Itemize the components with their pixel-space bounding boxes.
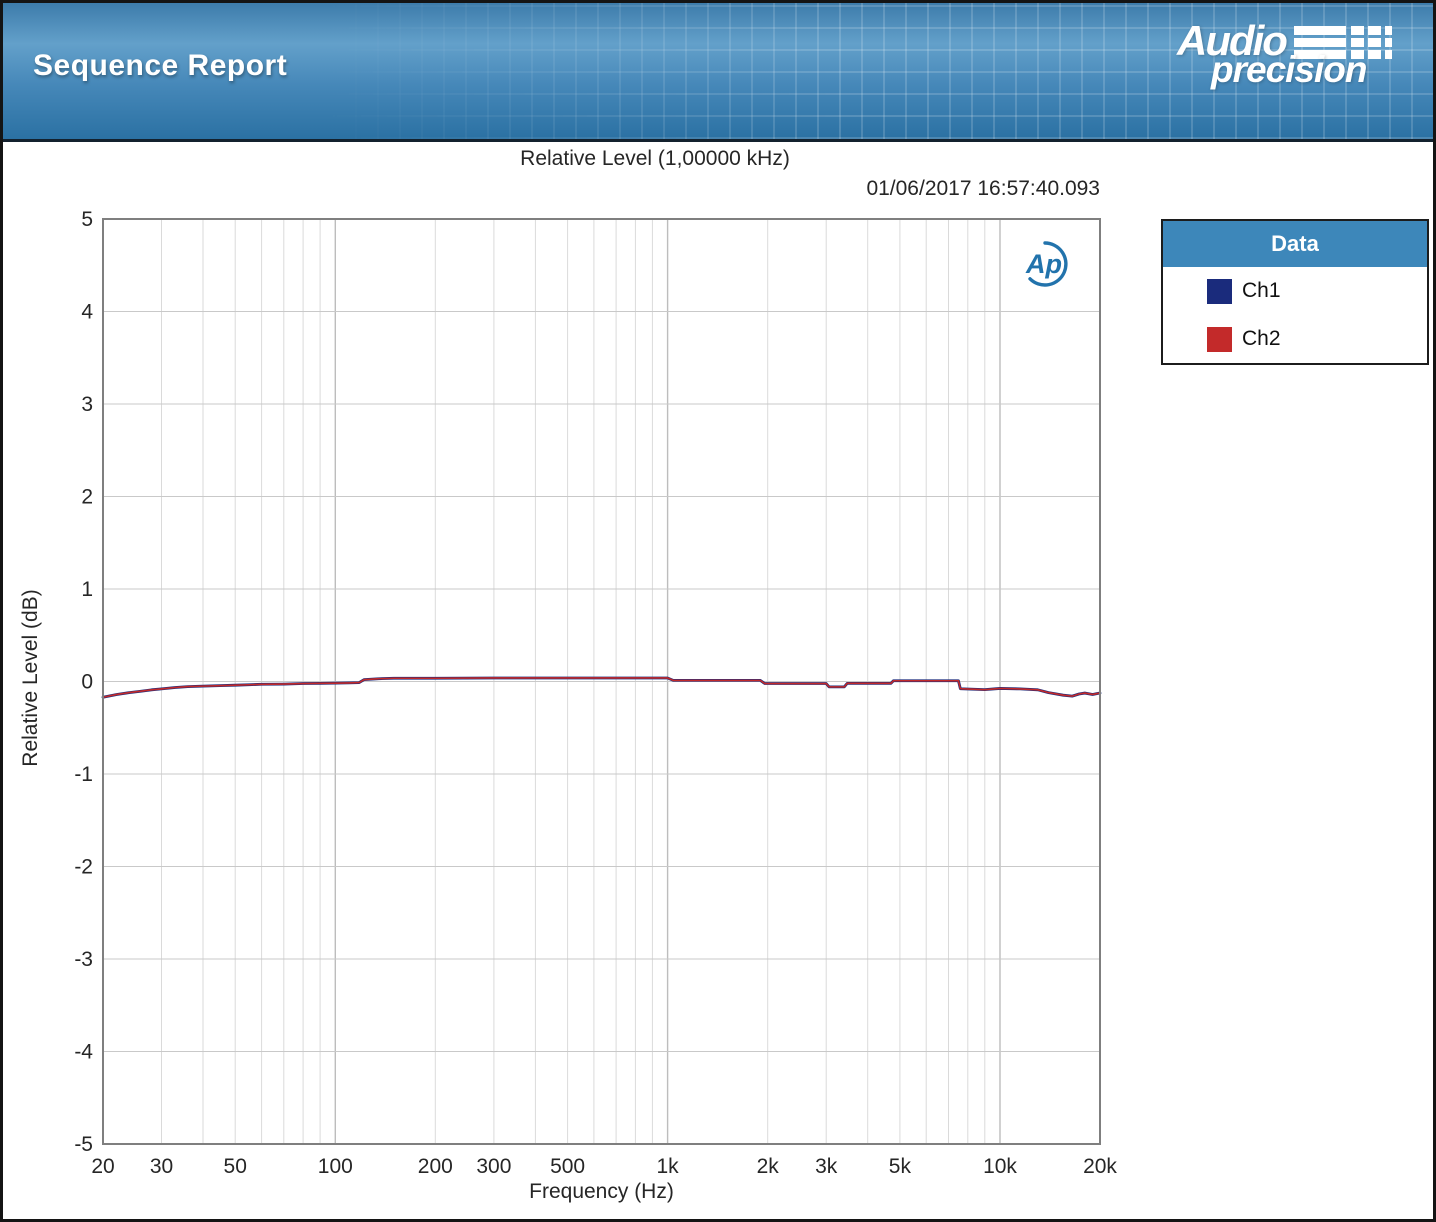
frequency-response-plot: 20 30 50 100 200 300 500 1k 2k 3k 5k 10k 20k 5 4 3 2 1 0 -1…	[74, 208, 1117, 1178]
legend-item-ch2: Ch2	[1163, 315, 1427, 363]
y-tick-label: -3	[74, 948, 93, 971]
y-tick-label: 4	[81, 301, 93, 324]
legend-item-ch1: Ch1	[1163, 267, 1427, 315]
legend-label: Ch1	[1242, 279, 1281, 302]
x-tick-label: 20	[91, 1155, 114, 1178]
report-title: Sequence Report	[33, 49, 288, 82]
brand-word-precision: precision	[1211, 49, 1368, 90]
legend-panel: Data Ch1 Ch2	[1161, 219, 1429, 365]
x-tick-label: 200	[418, 1155, 453, 1178]
x-axis-title: Frequency (Hz)	[529, 1180, 674, 1203]
y-tick-label: -1	[74, 763, 93, 786]
y-tick-label: 3	[81, 393, 93, 416]
x-tick-label: 50	[224, 1155, 247, 1178]
legend-swatch-ch1	[1207, 278, 1232, 304]
y-tick-label: -5	[74, 1133, 93, 1156]
series-layer	[101, 676, 1102, 699]
y-tick-label: 0	[81, 671, 93, 694]
report-header: Sequence Report Audio precision	[3, 3, 1433, 142]
audio-precision-logo: Audio precision	[1141, 17, 1411, 121]
chart-area: Relative Level (1,00000 kHz) 01/06/2017 …	[3, 142, 1433, 1219]
y-axis-title: Relative Level (dB)	[19, 589, 42, 767]
x-tick-label: 300	[476, 1155, 511, 1178]
y-tick-label: 5	[81, 208, 93, 231]
legend-swatch-ch2	[1207, 326, 1232, 352]
brand-bars-icon	[1293, 26, 1392, 59]
series-line-ch2	[102, 677, 1101, 699]
legend-label: Ch2	[1242, 327, 1281, 350]
chart-title: Relative Level (1,00000 kHz)	[520, 147, 790, 170]
x-tick-label: 10k	[983, 1155, 1017, 1178]
axis-layer: 20 30 50 100 200 300 500 1k 2k 3k 5k 10k 20k 5 4 3 2 1 0 -1…	[74, 208, 1117, 1178]
chart-timestamp: 01/06/2017 16:57:40.093	[866, 177, 1100, 200]
y-tick-label: 2	[81, 486, 93, 509]
svg-text:Ap: Ap	[1025, 249, 1062, 279]
y-tick-label: -4	[74, 1041, 93, 1064]
x-tick-label: 2k	[757, 1155, 780, 1178]
x-tick-label: 3k	[815, 1155, 838, 1178]
x-tick-label: 1k	[657, 1155, 680, 1178]
brand-word-audio: Audio	[1177, 17, 1288, 64]
x-tick-label: 30	[150, 1155, 173, 1178]
legend-header: Data	[1163, 221, 1427, 267]
legend-rows: Ch1 Ch2	[1163, 267, 1427, 363]
y-tick-label: -2	[74, 856, 93, 879]
ap-circle-logo-icon: Ap	[1025, 241, 1068, 287]
x-tick-label: 20k	[1083, 1155, 1117, 1178]
plot-border	[102, 218, 1101, 1145]
x-tick-label: 500	[550, 1155, 585, 1178]
grid-layer	[103, 219, 1100, 1144]
y-tick-label: 1	[81, 578, 93, 601]
x-tick-label: 100	[318, 1155, 353, 1178]
x-tick-label: 5k	[889, 1155, 912, 1178]
